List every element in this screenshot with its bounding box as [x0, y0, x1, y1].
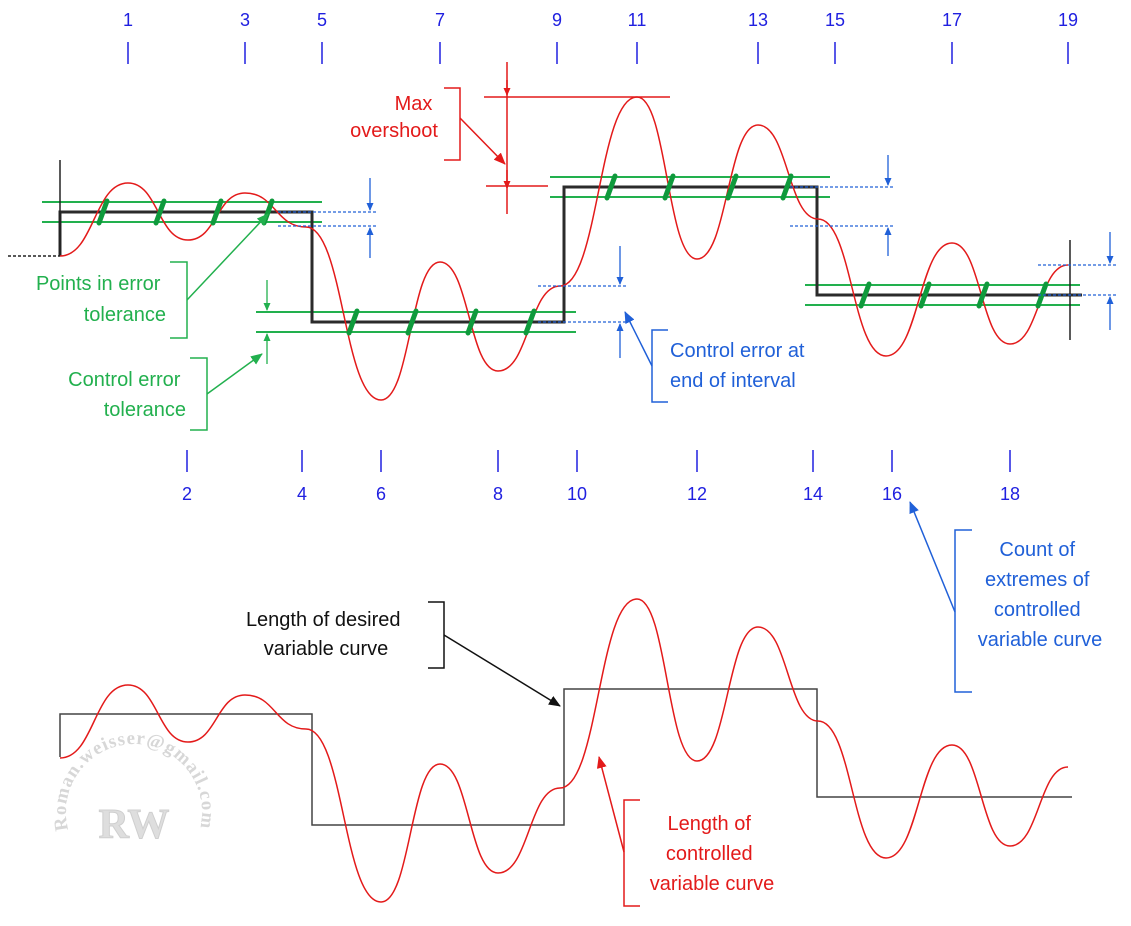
extreme-number: 17	[942, 10, 962, 30]
in-tolerance-mark	[405, 308, 419, 336]
extreme-number: 14	[803, 484, 823, 504]
control-error-end-callout	[624, 311, 668, 403]
extreme-number: 5	[317, 10, 327, 30]
in-tolerance-mark	[1035, 281, 1049, 309]
extreme-number: 11	[628, 10, 647, 30]
points-in-tolerance-marks	[96, 173, 1049, 336]
extreme-numbers-top: 1 3 5 7 9 11 13 15 17 19	[123, 10, 1078, 64]
points-in-tolerance-callout	[170, 213, 269, 339]
in-tolerance-mark	[662, 173, 676, 201]
watermark-initials: RW	[99, 802, 170, 848]
extreme-number: 10	[567, 484, 587, 504]
extreme-number: 18	[1000, 484, 1020, 504]
extreme-number: 4	[297, 484, 307, 504]
length-controlled-label: Length of controlled variable curve	[650, 813, 775, 895]
extreme-number: 15	[825, 10, 845, 30]
extreme-number: 1	[123, 10, 133, 30]
max-overshoot-annotation	[444, 62, 670, 214]
in-tolerance-mark	[780, 173, 794, 201]
in-tolerance-mark	[210, 198, 224, 226]
in-tolerance-mark	[465, 308, 479, 336]
count-extremes-callout	[909, 501, 972, 693]
control-error-tolerance-label: Control error tolerance	[68, 369, 186, 421]
extreme-numbers-bottom: 2 4 6 8 10 12 14 16 18	[182, 450, 1020, 504]
extreme-number: 19	[1058, 10, 1078, 30]
extreme-number: 9	[552, 10, 562, 30]
extreme-number: 7	[435, 10, 445, 30]
extreme-number: 3	[240, 10, 250, 30]
in-tolerance-mark	[725, 173, 739, 201]
length-desired-callout	[428, 601, 561, 707]
extreme-number: 16	[882, 484, 902, 504]
points-in-tolerance-label: Points in error tolerance	[36, 273, 166, 326]
count-extremes-label: Count of extremes of controlled variable…	[978, 539, 1103, 651]
in-tolerance-mark	[346, 308, 360, 336]
in-tolerance-mark	[96, 198, 110, 226]
control-error-end-label: Control error at end of interval	[670, 340, 810, 392]
tolerance-band	[42, 176, 1080, 333]
in-tolerance-mark	[604, 173, 618, 201]
in-tolerance-mark	[523, 308, 537, 336]
extreme-number: 2	[182, 484, 192, 504]
length-desired-label: Length of desired variable curve	[246, 609, 406, 660]
extreme-number: 8	[493, 484, 503, 504]
extreme-number: 6	[376, 484, 386, 504]
desired-step-curve	[58, 185, 1082, 324]
bottom-diagram	[59, 598, 1072, 907]
in-tolerance-mark	[858, 281, 872, 309]
desired-step-curve-bottom	[59, 688, 1072, 826]
watermark-seal: Roman.weisser@gmail.com RW	[50, 728, 218, 849]
controlled-variable-curve-bottom	[59, 598, 1069, 903]
end-interval-error-dims	[278, 155, 1118, 358]
length-controlled-callout	[596, 756, 640, 907]
control-error-tolerance-callout	[190, 353, 263, 431]
top-diagram	[8, 62, 1118, 693]
max-overshoot-label: Max overshoot	[350, 93, 438, 142]
in-tolerance-mark	[918, 281, 932, 309]
controlled-variable-curve	[59, 96, 1069, 401]
in-tolerance-mark	[976, 281, 990, 309]
in-tolerance-mark	[153, 198, 167, 226]
labels: Max overshoot Points in error tolerance …	[36, 93, 1102, 895]
extreme-number: 12	[687, 484, 707, 504]
extreme-number: 13	[748, 10, 768, 30]
